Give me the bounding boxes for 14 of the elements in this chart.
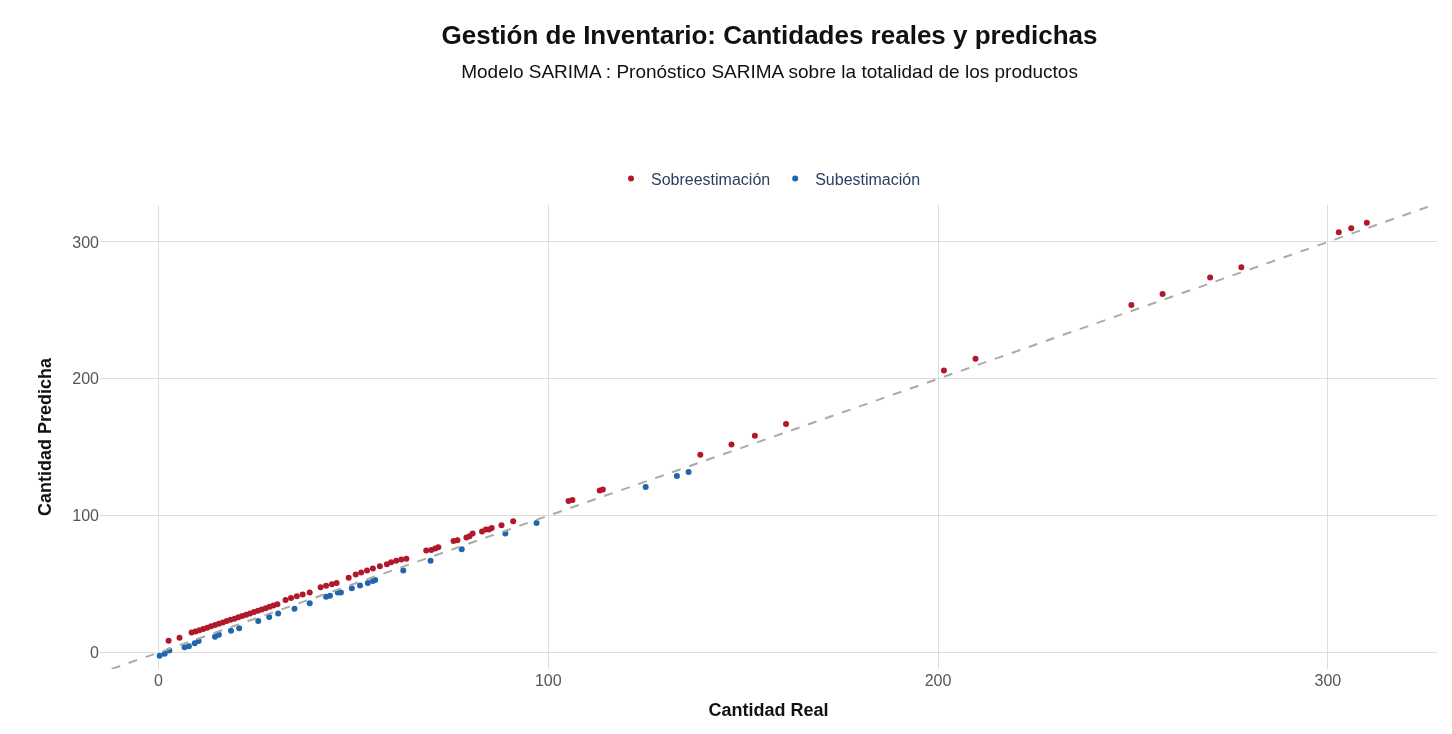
y-tick-label: 300 [72,233,100,251]
legend-label: Sobreestimación [651,170,771,188]
y-tick-label: 200 [72,370,100,388]
chart-subtitle: Modelo SARIMA : Pronóstico SARIMA sobre la totalidad de los productos [461,60,1078,82]
x-tick-label: 300 [1314,672,1342,689]
y-tick-label: 0 [90,644,100,662]
y-tick-label: 100 [72,507,100,525]
x-tick-label: 100 [534,672,562,689]
x-tick-label: 200 [924,672,952,689]
x-tick-label: 0 [154,672,164,689]
y-axis-title: Cantidad Predicha [35,357,56,517]
legend-label: Subestimación [815,170,921,188]
chart-title: Gestión de Inventario: Cantidades reales y predichas [441,20,1098,51]
x-axis-title: Cantidad Real [708,700,829,721]
